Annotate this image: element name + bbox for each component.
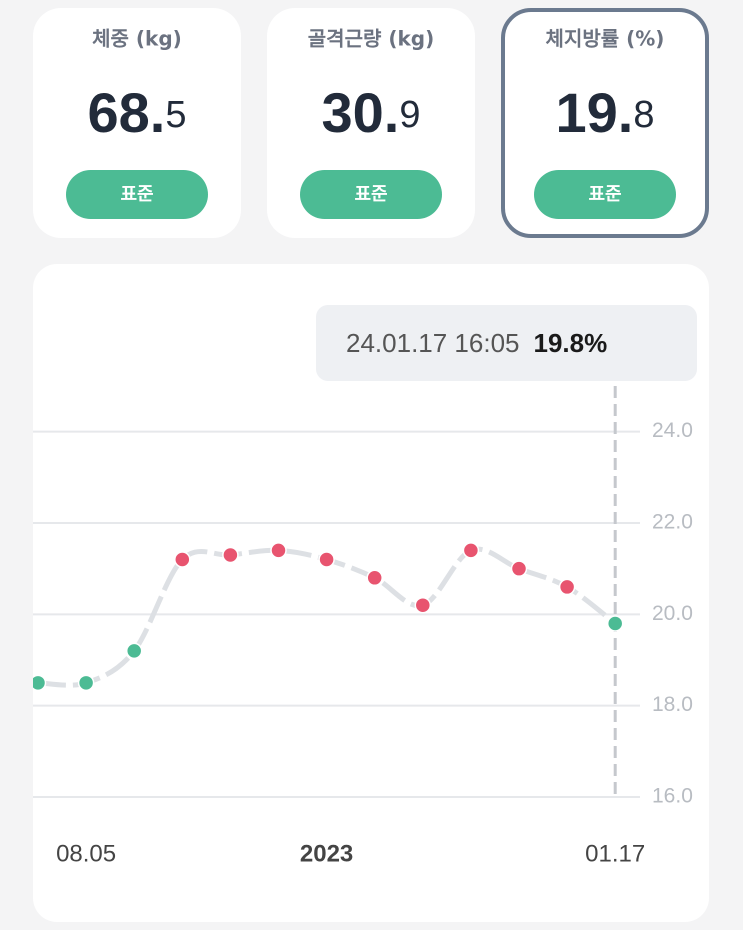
card-label: 체중 (kg) [92,27,182,51]
y-tick-label: 24.0 [652,419,693,442]
value-main: 30. [322,81,400,144]
card-value: 68.5 [88,81,187,144]
card-value: 19.8 [556,81,655,144]
value-main: 68. [88,81,166,144]
data-point[interactable] [462,542,480,559]
status-badge [66,170,208,219]
y-tick-label: 20.0 [652,602,693,625]
status-badge [534,170,676,219]
data-point[interactable] [318,551,335,568]
y-tick-label: 16.0 [652,785,693,808]
x-tick-label: 2023 [300,840,353,867]
status-text: 표준 [354,184,387,205]
y-tick-label: 22.0 [652,511,693,534]
card-label: 체지방률 (%) [546,27,665,51]
data-point[interactable] [414,596,432,614]
value-decimal: 5 [165,94,186,136]
status-badge [300,170,442,219]
data-point[interactable] [270,542,287,559]
tooltip-value: 19.8% [534,328,608,358]
data-point[interactable] [366,569,383,587]
card-label: 골격근량 (kg) [308,27,434,51]
tooltip-text: 24.01.17 16:05 19.8% [346,328,607,358]
x-tick-label: 01.17 [585,840,645,867]
data-point[interactable] [125,642,143,660]
plot [31,542,624,692]
value-decimal: 9 [399,94,420,136]
data-point[interactable] [31,674,47,692]
data-point[interactable] [77,674,95,692]
data-point[interactable] [558,578,576,596]
card-value: 30.9 [322,81,421,144]
value-decimal: 8 [633,94,654,136]
status-text: 표준 [120,184,153,205]
value-main: 19. [556,81,634,144]
tooltip [316,305,697,381]
data-point[interactable] [606,615,624,632]
y-tick-label: 18.0 [652,693,693,716]
data-point[interactable] [174,551,191,568]
data-point[interactable] [510,560,528,577]
data-point[interactable] [222,546,239,564]
tooltip-label: 24.01.17 16:05 [346,328,520,358]
x-tick-label: 08.05 [56,840,116,867]
chart-card [33,264,709,922]
status-text: 표준 [588,184,621,205]
